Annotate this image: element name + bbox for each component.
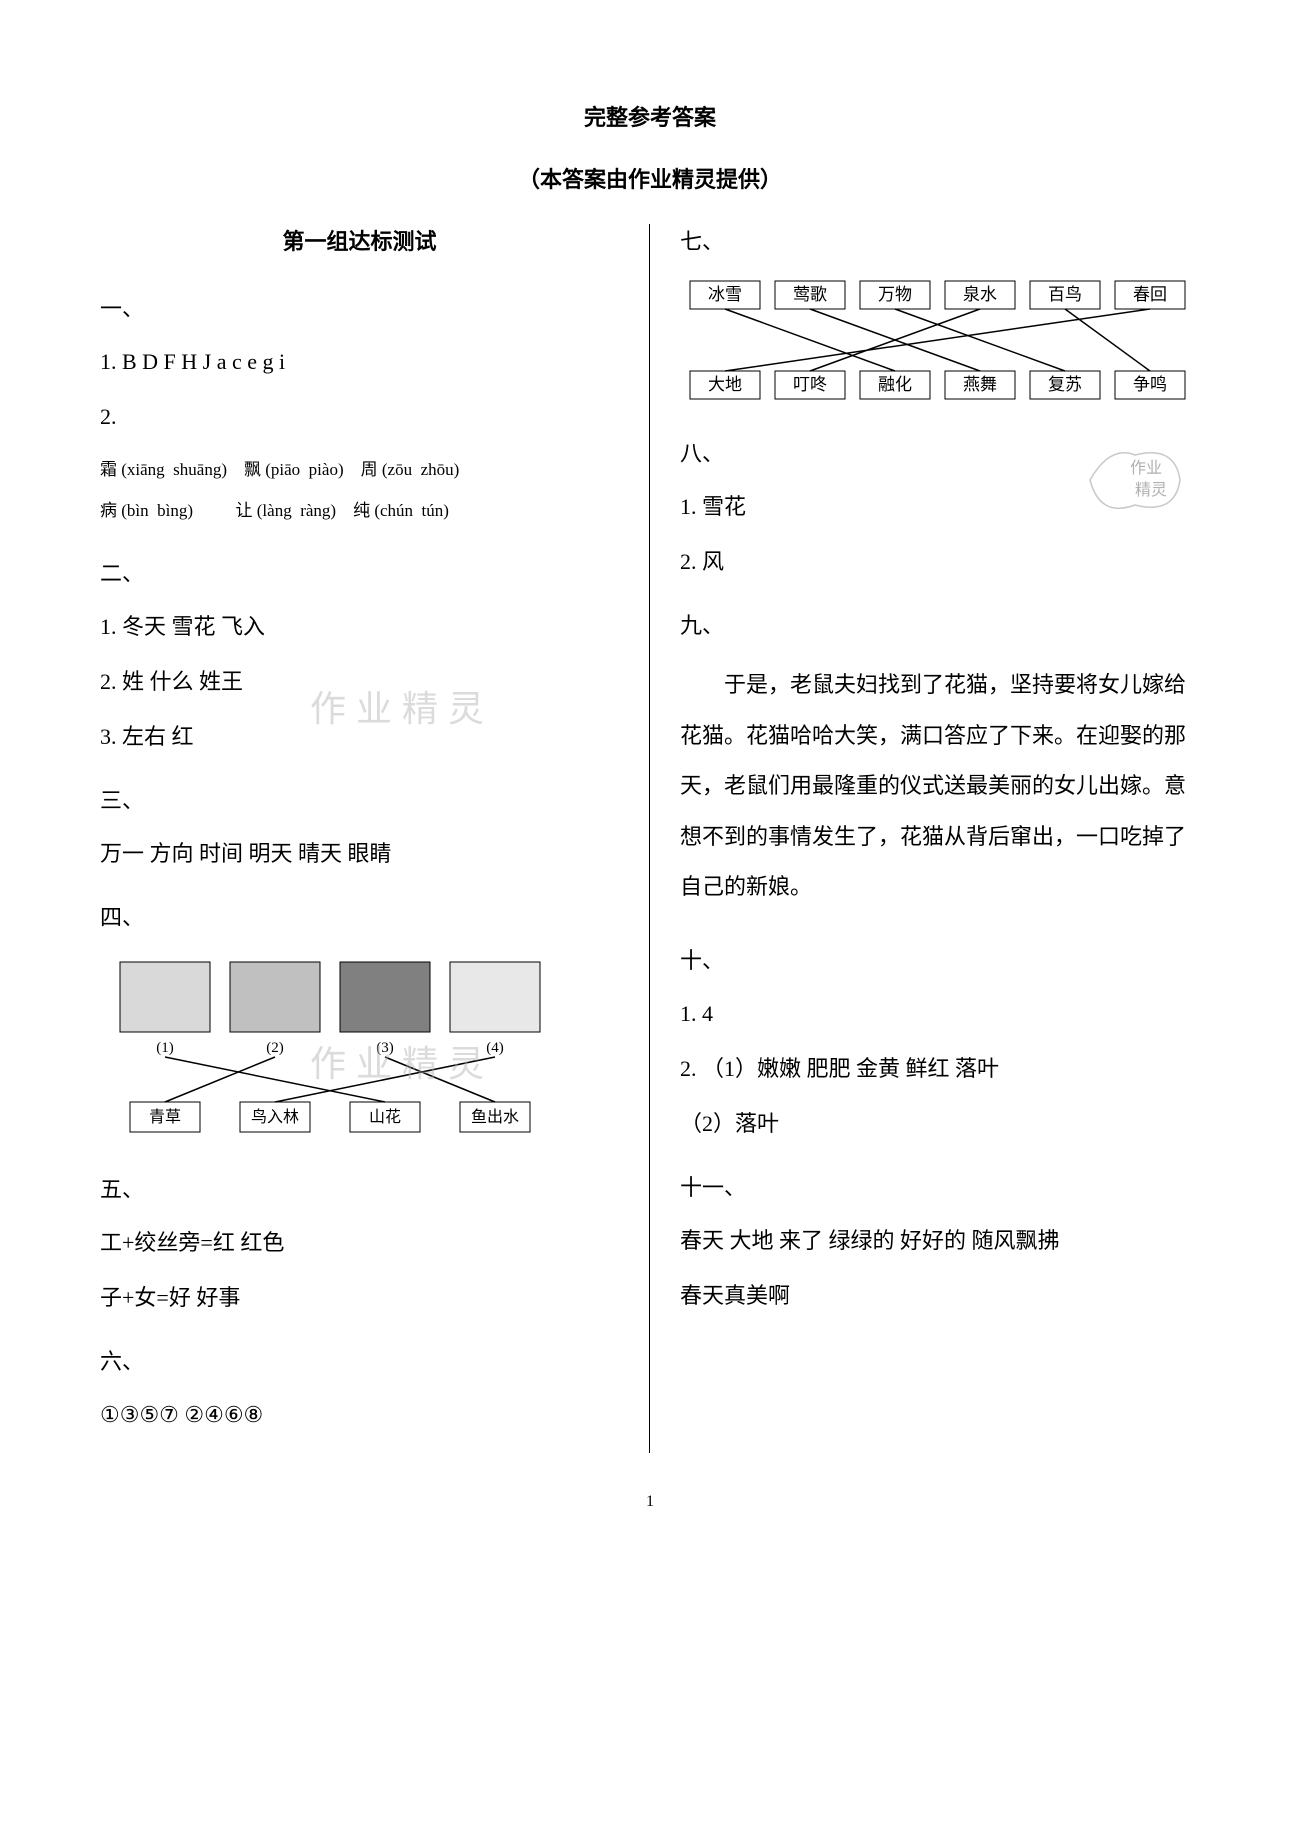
section-title: 第一组达标测试 bbox=[100, 224, 619, 256]
fig4-top-1: (1) bbox=[156, 1040, 174, 1056]
svg-text:百鸟: 百鸟 bbox=[1048, 285, 1082, 304]
answer-11-2: 春天真美啊 bbox=[680, 1279, 1200, 1312]
answer-6: ①③⑤⑦ ②④⑥⑧ bbox=[100, 1398, 619, 1431]
page-number: 1 bbox=[80, 1493, 1220, 1511]
fig4-bot-3: 山花 bbox=[369, 1108, 401, 1126]
heading-5: 五、 bbox=[100, 1172, 619, 1204]
sub-title: （本答案由作业精灵提供） bbox=[80, 162, 1220, 194]
stamp-line1: 作业 bbox=[1130, 459, 1162, 477]
heading-2: 二、 bbox=[100, 556, 619, 588]
stamp-icon: 作业 精灵 bbox=[1080, 440, 1190, 520]
heading-6: 六、 bbox=[100, 1344, 619, 1376]
fig4-bot-2: 鸟入林 bbox=[251, 1108, 299, 1126]
heading-11: 十一、 bbox=[680, 1170, 1200, 1202]
fig4-top-2: (2) bbox=[266, 1040, 284, 1056]
svg-text:冰雪: 冰雪 bbox=[708, 285, 742, 304]
answer-11-1: 春天 大地 来了 绿绿的 好好的 随风飘拂 bbox=[680, 1224, 1200, 1257]
stamp-line2: 精灵 bbox=[1135, 481, 1167, 499]
pinyin-line-2: 病 (bìn bìng) 让 (làng ràng) 纯 (chún tún) bbox=[100, 496, 619, 527]
answer-5-2: 子+女=好 好事 bbox=[100, 1281, 619, 1314]
svg-text:复苏: 复苏 bbox=[1048, 375, 1082, 394]
svg-text:万物: 万物 bbox=[878, 285, 912, 304]
content-columns: 第一组达标测试 一、 1. B D F H J a c e g i 2. 霜 (… bbox=[80, 224, 1220, 1453]
pinyin-line-1: 霜 (xiāng shuāng) 飘 (piāo piào) 周 (zōu zh… bbox=[100, 455, 619, 486]
answer-3: 万一 方向 时间 明天 晴天 眼睛 bbox=[100, 837, 619, 870]
svg-text:燕舞: 燕舞 bbox=[963, 375, 997, 394]
heading-7: 七、 bbox=[680, 224, 1200, 256]
svg-text:大地: 大地 bbox=[708, 375, 742, 394]
answer-5-1: 工+绞丝旁=红 红色 bbox=[100, 1226, 619, 1259]
fig4-bot-1: 青草 bbox=[149, 1108, 181, 1126]
heading-9: 九、 bbox=[680, 608, 1200, 640]
svg-text:融化: 融化 bbox=[878, 375, 912, 394]
svg-text:叮咚: 叮咚 bbox=[793, 375, 827, 394]
paragraph-9: 于是，老鼠夫妇找到了花猫，坚持要将女儿嫁给花猫。花猫哈哈大笑，满口答应了下来。在… bbox=[680, 660, 1200, 913]
watermark-icon: 作业精灵 bbox=[310, 1035, 494, 1087]
left-column: 第一组达标测试 一、 1. B D F H J a c e g i 2. 霜 (… bbox=[80, 224, 650, 1453]
fig4-bot-4: 鱼出水 bbox=[471, 1108, 519, 1126]
heading-4: 四、 bbox=[100, 900, 619, 932]
answer-10-3: （2）落叶 bbox=[680, 1107, 1200, 1140]
answer-1-1: 1. B D F H J a c e g i bbox=[100, 345, 619, 378]
answer-2-1: 1. 冬天 雪花 飞入 bbox=[100, 610, 619, 643]
answer-10-1: 1. 4 bbox=[680, 997, 1200, 1030]
answer-10-2: 2. （1）嫩嫩 肥肥 金黄 鲜红 落叶 bbox=[680, 1052, 1200, 1085]
answer-8-2: 2. 风 bbox=[680, 545, 1200, 578]
heading-3: 三、 bbox=[100, 783, 619, 815]
svg-text:莺歌: 莺歌 bbox=[793, 285, 827, 304]
heading-1: 一、 bbox=[100, 291, 619, 323]
main-title: 完整参考答案 bbox=[80, 100, 1220, 132]
right-column: 七、 冰雪莺歌万物泉水百鸟春回 大地叮咚融化燕舞复苏争鸣 八、 1. 雪花 2.… bbox=[650, 224, 1220, 1453]
figure-7-matching: 冰雪 莺歌 万物 泉水 百鸟 春回 大地 叮咚 融化 燕舞 复苏 争鸣 bbox=[680, 276, 1200, 406]
svg-text:泉水: 泉水 bbox=[963, 285, 997, 304]
svg-text:春回: 春回 bbox=[1133, 285, 1167, 304]
heading-10: 十、 bbox=[680, 943, 1200, 975]
svg-text:争鸣: 争鸣 bbox=[1133, 375, 1167, 394]
watermark-icon: 作业精灵 bbox=[310, 680, 494, 732]
answer-1-2: 2. bbox=[100, 400, 619, 433]
